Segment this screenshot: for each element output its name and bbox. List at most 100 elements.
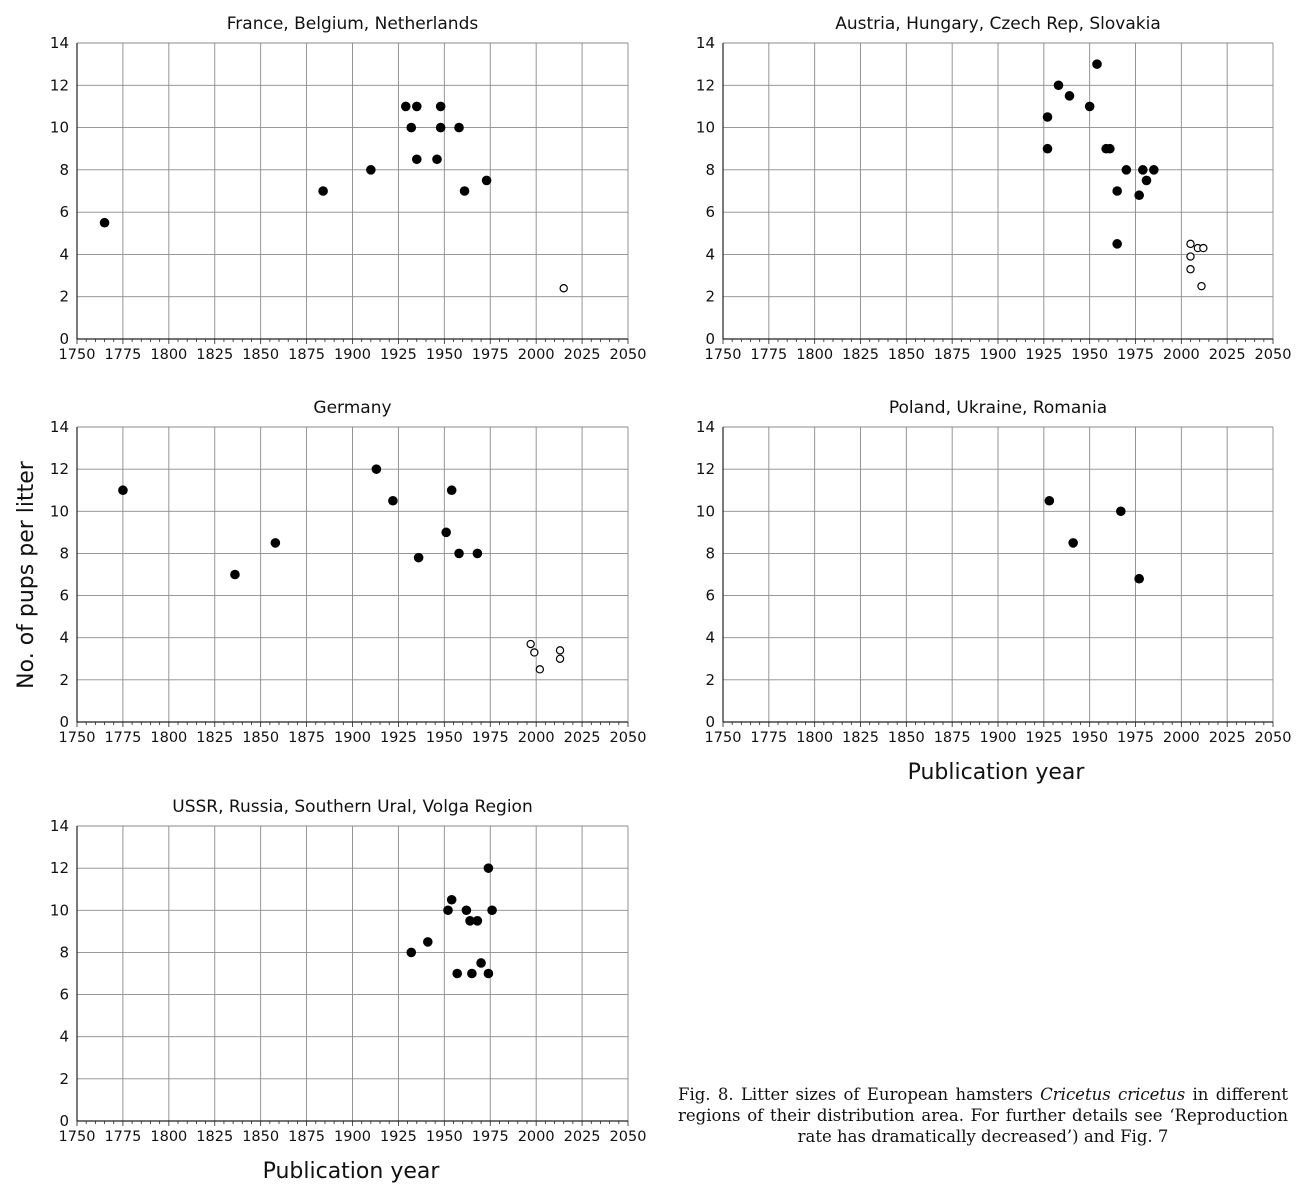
data-point-open bbox=[555, 646, 565, 655]
y-tick-label: 2 bbox=[59, 288, 69, 306]
data-point-filled bbox=[441, 527, 451, 538]
chart-title: Austria, Hungary, Czech Rep, Slovakia bbox=[835, 14, 1161, 34]
data-point-open bbox=[530, 648, 539, 657]
x-tick-label: 1925 bbox=[380, 1129, 417, 1145]
x-tick-label: 2025 bbox=[564, 730, 601, 746]
x-tick-label: 1975 bbox=[472, 347, 509, 363]
x-tick-label: 1850 bbox=[888, 730, 925, 746]
data-point-filled bbox=[454, 548, 464, 559]
data-point-filled bbox=[1064, 91, 1075, 101]
x-tick-label: 1750 bbox=[59, 1129, 96, 1145]
figure-caption: Fig. 8. Litter sizes of European hamster… bbox=[678, 1084, 1288, 1147]
data-point-filled bbox=[454, 122, 464, 133]
data-point-filled bbox=[1149, 165, 1159, 175]
chart-panel-3: Germany 0 2 4 6 8 10 12 14 1750 1775 1800 1825 1850 18… bbox=[50, 398, 647, 746]
data-point-filled bbox=[472, 548, 483, 559]
y-tick-label: 10 bbox=[696, 502, 715, 520]
x-tick-label: 2000 bbox=[518, 730, 555, 746]
x-tick-label: 2025 bbox=[1209, 347, 1246, 363]
y-tick-label: 2 bbox=[705, 288, 715, 306]
y-tick-label: 4 bbox=[705, 629, 715, 647]
data-point-filled bbox=[483, 863, 494, 873]
data-point-filled bbox=[366, 165, 376, 175]
x-tick-label: 1875 bbox=[934, 730, 971, 746]
x-axis-title: Publication year bbox=[263, 1159, 441, 1184]
data-point-open bbox=[1186, 239, 1195, 249]
chart-panel-4: Poland, Ukraine, Romania 0 2 4 6 8 10 12 14 1750 1… bbox=[696, 398, 1292, 746]
x-tick-label: 1925 bbox=[1025, 730, 1062, 746]
data-point-filled bbox=[476, 958, 486, 968]
y-tick-label: 2 bbox=[59, 1070, 69, 1088]
data-point-filled bbox=[465, 916, 475, 926]
y-tick-label: 12 bbox=[50, 859, 69, 877]
y-tick-label: 6 bbox=[705, 203, 715, 221]
x-tick-label: 1875 bbox=[288, 730, 325, 746]
y-tick-label: 8 bbox=[705, 544, 715, 562]
x-tick-label: 2000 bbox=[1163, 730, 1200, 746]
y-tick-label: 6 bbox=[59, 587, 69, 605]
x-tick-label: 1825 bbox=[196, 730, 233, 746]
x-tick-label: 1975 bbox=[472, 1129, 509, 1145]
y-tick-label: 12 bbox=[696, 460, 715, 478]
x-tick-label: 1825 bbox=[842, 730, 879, 746]
data-point-filled bbox=[1042, 143, 1053, 154]
x-tick-label: 2000 bbox=[518, 1129, 555, 1145]
data-point-filled bbox=[1112, 186, 1122, 196]
data-point-filled bbox=[423, 937, 433, 947]
data-point-filled bbox=[481, 175, 492, 186]
y-tick-label: 4 bbox=[59, 629, 69, 647]
data-point-open bbox=[555, 654, 565, 663]
x-tick-label: 1825 bbox=[196, 1129, 233, 1145]
data-point-filled bbox=[1134, 190, 1144, 201]
data-point-filled bbox=[400, 101, 411, 112]
y-tick-label: 8 bbox=[705, 161, 715, 179]
y-tick-label: 12 bbox=[696, 76, 715, 94]
data-point-filled bbox=[1121, 165, 1132, 175]
x-tick-label: 1750 bbox=[59, 347, 96, 363]
data-point-filled bbox=[406, 122, 417, 133]
data-point-filled bbox=[1042, 112, 1053, 122]
x-tick-label: 1850 bbox=[242, 730, 279, 746]
x-tick-label: 1950 bbox=[426, 730, 463, 746]
chart-title: Poland, Ukraine, Romania bbox=[889, 398, 1107, 418]
chart-title: Germany bbox=[313, 398, 391, 418]
chart-panel-5: USSR, Russia, Southern Ural, Volga Regio… bbox=[50, 797, 647, 1145]
y-axis-title: No. of pups per litter bbox=[14, 460, 39, 689]
y-tick-label: 8 bbox=[59, 943, 69, 961]
x-tick-label: 2050 bbox=[610, 347, 647, 363]
y-tick-label: 10 bbox=[696, 119, 715, 137]
data-point-filled bbox=[1141, 175, 1152, 186]
x-tick-label: 2050 bbox=[610, 730, 647, 746]
x-tick-label: 1800 bbox=[796, 347, 833, 363]
data-point-filled bbox=[1116, 506, 1126, 517]
chart-title: France, Belgium, Netherlands bbox=[227, 14, 479, 34]
data-point-filled bbox=[435, 101, 446, 112]
x-axis-title: Publication year bbox=[908, 760, 1086, 785]
chart-title: USSR, Russia, Southern Ural, Volga Regio… bbox=[172, 797, 533, 817]
y-tick-label: 6 bbox=[59, 986, 69, 1004]
x-tick-label: 1800 bbox=[150, 347, 187, 363]
x-tick-label: 1775 bbox=[104, 1129, 141, 1145]
caption-suffix: in different regions of their distributi… bbox=[678, 1085, 1288, 1146]
data-point-filled bbox=[1084, 101, 1095, 112]
x-tick-label: 1900 bbox=[980, 347, 1017, 363]
data-point-filled bbox=[388, 495, 398, 506]
data-point-filled bbox=[413, 552, 424, 563]
data-point-filled bbox=[118, 485, 128, 496]
x-tick-label: 1975 bbox=[1117, 347, 1154, 363]
data-point-filled bbox=[411, 154, 422, 165]
y-tick-label: 0 bbox=[59, 1112, 69, 1130]
x-tick-label: 2050 bbox=[1255, 347, 1292, 363]
x-tick-label: 1925 bbox=[380, 730, 417, 746]
data-point-open bbox=[526, 639, 535, 649]
x-tick-label: 1950 bbox=[426, 347, 463, 363]
y-tick-label: 0 bbox=[59, 713, 69, 731]
data-point-filled bbox=[435, 122, 446, 133]
x-tick-label: 1750 bbox=[705, 730, 742, 746]
x-tick-label: 1925 bbox=[1025, 347, 1062, 363]
data-point-filled bbox=[483, 968, 494, 979]
x-tick-label: 1775 bbox=[104, 730, 141, 746]
data-point-filled bbox=[467, 968, 477, 979]
y-tick-label: 4 bbox=[59, 1028, 69, 1046]
